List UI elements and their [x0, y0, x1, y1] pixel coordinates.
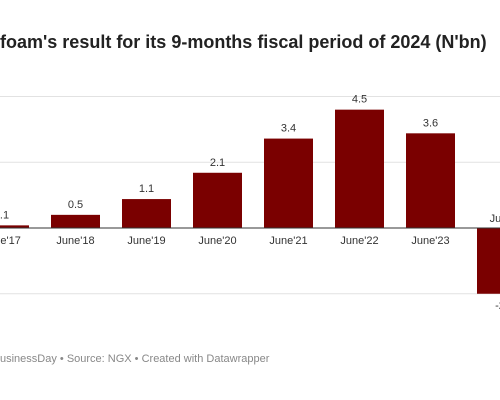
bar-0	[0, 225, 29, 228]
data-label-3: 2.1	[210, 157, 225, 169]
data-label-5: 4.5	[352, 94, 367, 106]
category-label-4: June'21	[269, 235, 307, 247]
bar-3	[193, 172, 242, 228]
bar-4	[264, 138, 313, 228]
category-label-1: June'18	[56, 235, 94, 247]
data-label-2: 1.1	[139, 183, 154, 195]
data-labels: .1 0.5 1.1 2.1 3.4 4.5 3.6 -2.	[0, 94, 500, 312]
category-label-3: June'20	[198, 235, 236, 247]
data-label-1: 0.5	[68, 199, 83, 211]
bars	[0, 109, 500, 294]
category-labels: une'17 June'18 June'19 June'20 June'21 June'2…	[0, 213, 500, 247]
chart-source-note: usinessDay • Source: NGX • Created with …	[0, 353, 270, 365]
category-label-2: June'19	[127, 235, 165, 247]
bar-6	[406, 133, 455, 228]
category-label-6: June'23	[411, 235, 449, 247]
bar-1	[51, 214, 100, 228]
category-label-0: une'17	[0, 235, 21, 247]
data-label-6: 3.6	[423, 117, 438, 129]
data-label-4: 3.4	[281, 123, 296, 135]
category-label-7: June	[490, 213, 500, 225]
bar-7	[477, 228, 500, 294]
bar-2	[122, 199, 171, 228]
category-label-5: June'22	[340, 235, 378, 247]
data-label-0: .1	[0, 209, 9, 221]
bar-5	[335, 109, 384, 228]
data-label-7: -2.	[495, 300, 500, 312]
chart-title: foam's result for its 9-months fiscal pe…	[0, 32, 487, 52]
